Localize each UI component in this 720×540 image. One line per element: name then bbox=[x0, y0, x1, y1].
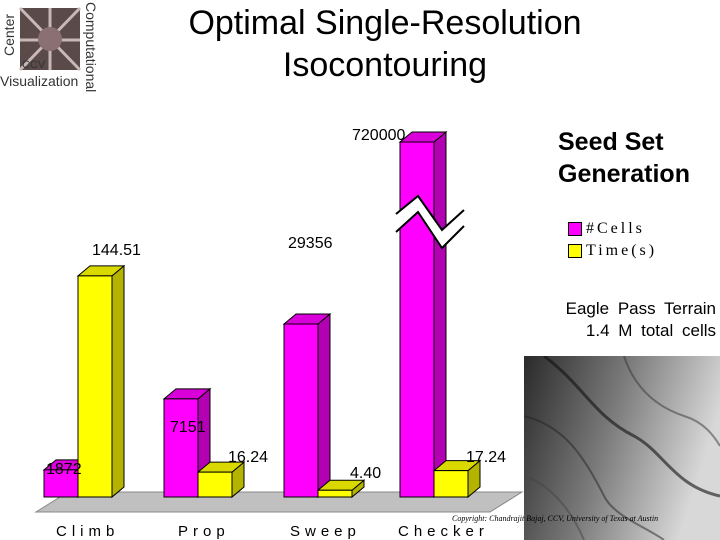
logo-abbrev: CCV bbox=[22, 59, 46, 71]
legend-item-time: Time(s) bbox=[568, 240, 657, 262]
bar-cells-prop bbox=[163, 398, 199, 498]
logo-word-bottom: Visualization bbox=[0, 73, 78, 89]
axis-break-symbol bbox=[395, 194, 465, 250]
legend-label-time: Time(s) bbox=[586, 242, 658, 259]
bar-time-prop bbox=[197, 471, 233, 498]
bar-time-climb bbox=[77, 275, 113, 498]
panel-title: Seed Set Generation bbox=[558, 126, 690, 190]
legend-item-cells: #Cells bbox=[568, 218, 657, 240]
value-labels-group: 1872 7151 29356 720000 144.51 16.24 4.40 17.24 bbox=[46, 127, 506, 482]
logo-word-left: Center bbox=[1, 14, 17, 56]
bar-cells-sweep-side bbox=[317, 312, 331, 499]
bar-cells-sweep bbox=[283, 323, 319, 498]
bar-cells-checker-side bbox=[433, 130, 447, 499]
legend-label-cells: #Cells bbox=[586, 220, 645, 237]
panel-title-line1: Seed Set bbox=[558, 128, 664, 156]
label-time-prop: 16.24 bbox=[228, 449, 268, 466]
slide-title: Optimal Single-Resolution Isocontouring bbox=[150, 2, 620, 86]
terrain-heightmap-image bbox=[524, 356, 720, 540]
label-cells-prop: 7151 bbox=[170, 419, 206, 436]
panel-title-line2: Generation bbox=[558, 160, 690, 188]
axis-break-gap bbox=[396, 196, 464, 248]
bar-time-checker bbox=[433, 470, 469, 498]
tick-label-climb: Climb bbox=[56, 523, 119, 540]
tick-label-prop: Prop bbox=[178, 523, 230, 540]
label-time-checker: 17.24 bbox=[466, 449, 506, 466]
legend-swatch-time bbox=[568, 244, 582, 258]
tick-label-checker: Checker bbox=[398, 523, 489, 540]
bar-time-climb-side bbox=[111, 264, 125, 499]
label-cells-checker: 720000 bbox=[352, 127, 405, 144]
label-cells-sweep: 29356 bbox=[288, 235, 333, 252]
copyright-note: Copyright: Chandrajit Bajaj, CCV, Univer… bbox=[452, 514, 659, 523]
slide-title-line1: Optimal Single-Resolution bbox=[188, 4, 582, 42]
bar-cells-checker bbox=[399, 141, 435, 498]
category-ticks-group: Climb Prop Sweep Checker bbox=[56, 523, 489, 540]
bars-group bbox=[42, 130, 482, 499]
terrain-caption: Eagle Pass Terrain 1.4 M total cells bbox=[520, 298, 716, 342]
axis-break-line-1 bbox=[395, 194, 465, 232]
bar-time-sweep bbox=[317, 489, 353, 498]
tick-label-sweep: Sweep bbox=[290, 523, 361, 540]
terrain-caption-line1: Eagle Pass Terrain bbox=[565, 299, 716, 318]
label-time-climb: 144.51 bbox=[92, 242, 141, 259]
legend: #Cells Time(s) bbox=[568, 218, 657, 262]
terrain-caption-line2: 1.4 M total cells bbox=[585, 321, 716, 340]
label-time-sweep: 4.40 bbox=[350, 465, 381, 482]
logo-word-right: Computational bbox=[83, 2, 99, 92]
legend-swatch-cells bbox=[568, 222, 582, 236]
label-cells-climb: 1872 bbox=[46, 461, 82, 478]
slide-title-line2: Isocontouring bbox=[282, 46, 488, 84]
axis-break-line-2 bbox=[395, 210, 465, 250]
ccv-logo: Center Computational CCV Visualization bbox=[0, 2, 99, 92]
